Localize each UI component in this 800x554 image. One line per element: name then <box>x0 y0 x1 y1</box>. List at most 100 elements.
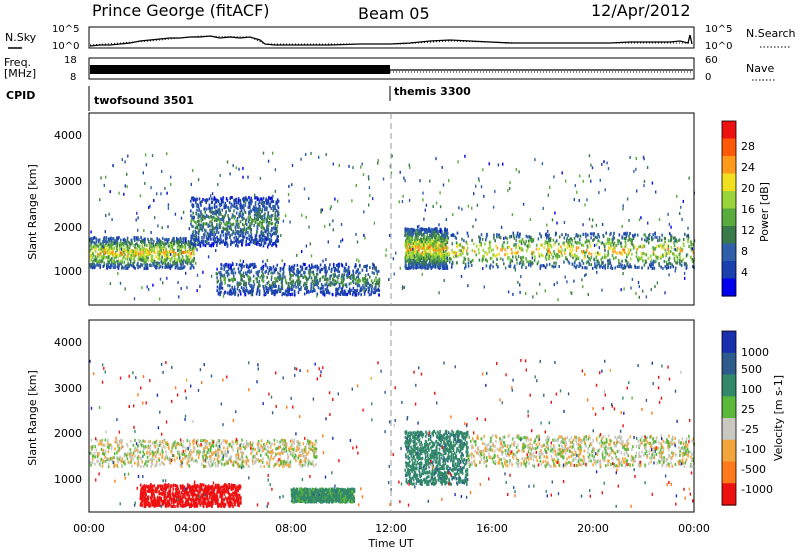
power-echo-cell <box>267 236 269 240</box>
power-echo-cell <box>377 279 379 283</box>
power-echo-cell <box>247 230 249 234</box>
power-echo-cell <box>116 265 119 269</box>
power-echo-cell <box>446 241 449 245</box>
cpid-label: CPID <box>6 89 35 102</box>
power-echo-cell <box>208 206 210 210</box>
power-echo-cell <box>423 240 425 244</box>
power-echo-cell <box>230 202 233 206</box>
power-echo-cell <box>423 233 425 237</box>
power-echo-cell <box>310 283 313 287</box>
power-echo-cell <box>556 257 558 261</box>
power-echo-cell <box>662 244 664 248</box>
power-echo-cell <box>365 269 368 272</box>
power-echo-cell <box>225 237 228 240</box>
power-echo-cell <box>277 271 279 275</box>
power-echo-cell <box>264 206 266 210</box>
power-echo-cell <box>276 224 279 228</box>
power-echo-cell <box>201 239 204 243</box>
power-echo-cell <box>103 261 105 265</box>
power-echo-cell <box>258 289 261 293</box>
power-echo-cell <box>572 253 574 257</box>
power-echo-cell <box>369 283 371 287</box>
power-echo-cell <box>92 236 95 240</box>
power-echo-cell <box>519 283 521 287</box>
power-echo-cell <box>504 248 507 252</box>
power-echo-cell <box>235 244 237 247</box>
power-echo-cell <box>105 214 107 217</box>
power-echo-cell <box>364 265 366 269</box>
power-echo-cell <box>358 279 361 282</box>
power-echo-cell <box>647 241 650 245</box>
power-echo-cell <box>255 292 258 296</box>
power-echo-cell <box>233 285 236 289</box>
power-echo-cell <box>229 222 232 226</box>
power-echo-cell <box>216 210 219 214</box>
power-echo-cell <box>684 232 686 236</box>
power-echo-cell <box>588 239 590 243</box>
power-echo-cell <box>406 266 408 270</box>
power-echo-cell <box>145 266 147 270</box>
power-echo-cell <box>194 235 196 239</box>
power-echo-cell <box>404 258 407 262</box>
power-echo-cell <box>218 286 221 290</box>
power-echo-cell <box>227 221 230 225</box>
power-echo-cell <box>164 264 167 268</box>
power-echo-cell <box>455 236 458 240</box>
power-echo-cell <box>611 267 614 270</box>
power-echo-cell <box>674 248 677 252</box>
power-echo-cell <box>271 227 273 231</box>
power-echo-cell <box>188 241 190 245</box>
power-echo-cell <box>372 291 375 295</box>
power-echo-cell <box>215 198 217 202</box>
power-echo-cell <box>219 271 222 274</box>
power-echo-cell <box>128 246 131 250</box>
power-echo-cell <box>147 240 150 244</box>
power-echo-cell <box>445 262 447 266</box>
power-echo-cell <box>410 229 413 232</box>
power-echo-cell <box>342 279 345 283</box>
power-echo-cell <box>424 266 427 270</box>
power-echo-cell <box>127 154 129 158</box>
power-echo-cell <box>525 234 528 238</box>
power-echo-cell <box>142 238 144 242</box>
power-echo-cell <box>551 264 553 268</box>
search-noise-trace <box>89 35 690 46</box>
power-echo-cell <box>526 249 528 253</box>
power-echo-cell <box>134 239 136 242</box>
power-echo-cell <box>108 212 110 216</box>
power-echo-cell <box>684 262 686 266</box>
power-echo-cell <box>325 291 328 295</box>
power-echo-cell <box>174 257 176 261</box>
power-echo-cell <box>480 241 482 245</box>
power-echo-cell <box>239 204 241 207</box>
power-echo-cell <box>629 263 631 267</box>
power-echo-cell <box>269 242 272 246</box>
power-echo-cell <box>678 239 680 242</box>
power-echo-cell <box>579 234 582 238</box>
power-echo-cell <box>568 238 570 242</box>
power-echo-cell <box>377 287 380 291</box>
power-echo-cell <box>518 170 520 174</box>
power-echo-cell <box>338 264 340 268</box>
power-echo-cell <box>373 279 376 283</box>
power-echo-cell <box>244 211 247 214</box>
power-echo-cell <box>178 244 181 248</box>
power-echo-cell <box>153 260 155 264</box>
power-echo-cell <box>489 245 492 249</box>
power-echo-cell <box>516 233 519 237</box>
power-echo-cell <box>234 288 236 292</box>
power-echo-cell <box>213 203 216 207</box>
power-echo-cell <box>376 270 379 274</box>
power-echo-cell <box>414 245 417 249</box>
power-echo-cell <box>197 219 199 223</box>
power-echo-cell <box>267 230 270 234</box>
power-echo-cell <box>680 263 683 267</box>
power-echo-cell <box>257 209 259 213</box>
power-echo-cell <box>600 241 603 245</box>
power-echo-cell <box>218 291 220 295</box>
power-echo-cell <box>376 279 378 283</box>
power-echo-cell <box>324 263 326 267</box>
power-echo-cell <box>277 239 280 243</box>
power-echo-cell <box>519 239 522 243</box>
power-echo-cell <box>522 202 525 206</box>
